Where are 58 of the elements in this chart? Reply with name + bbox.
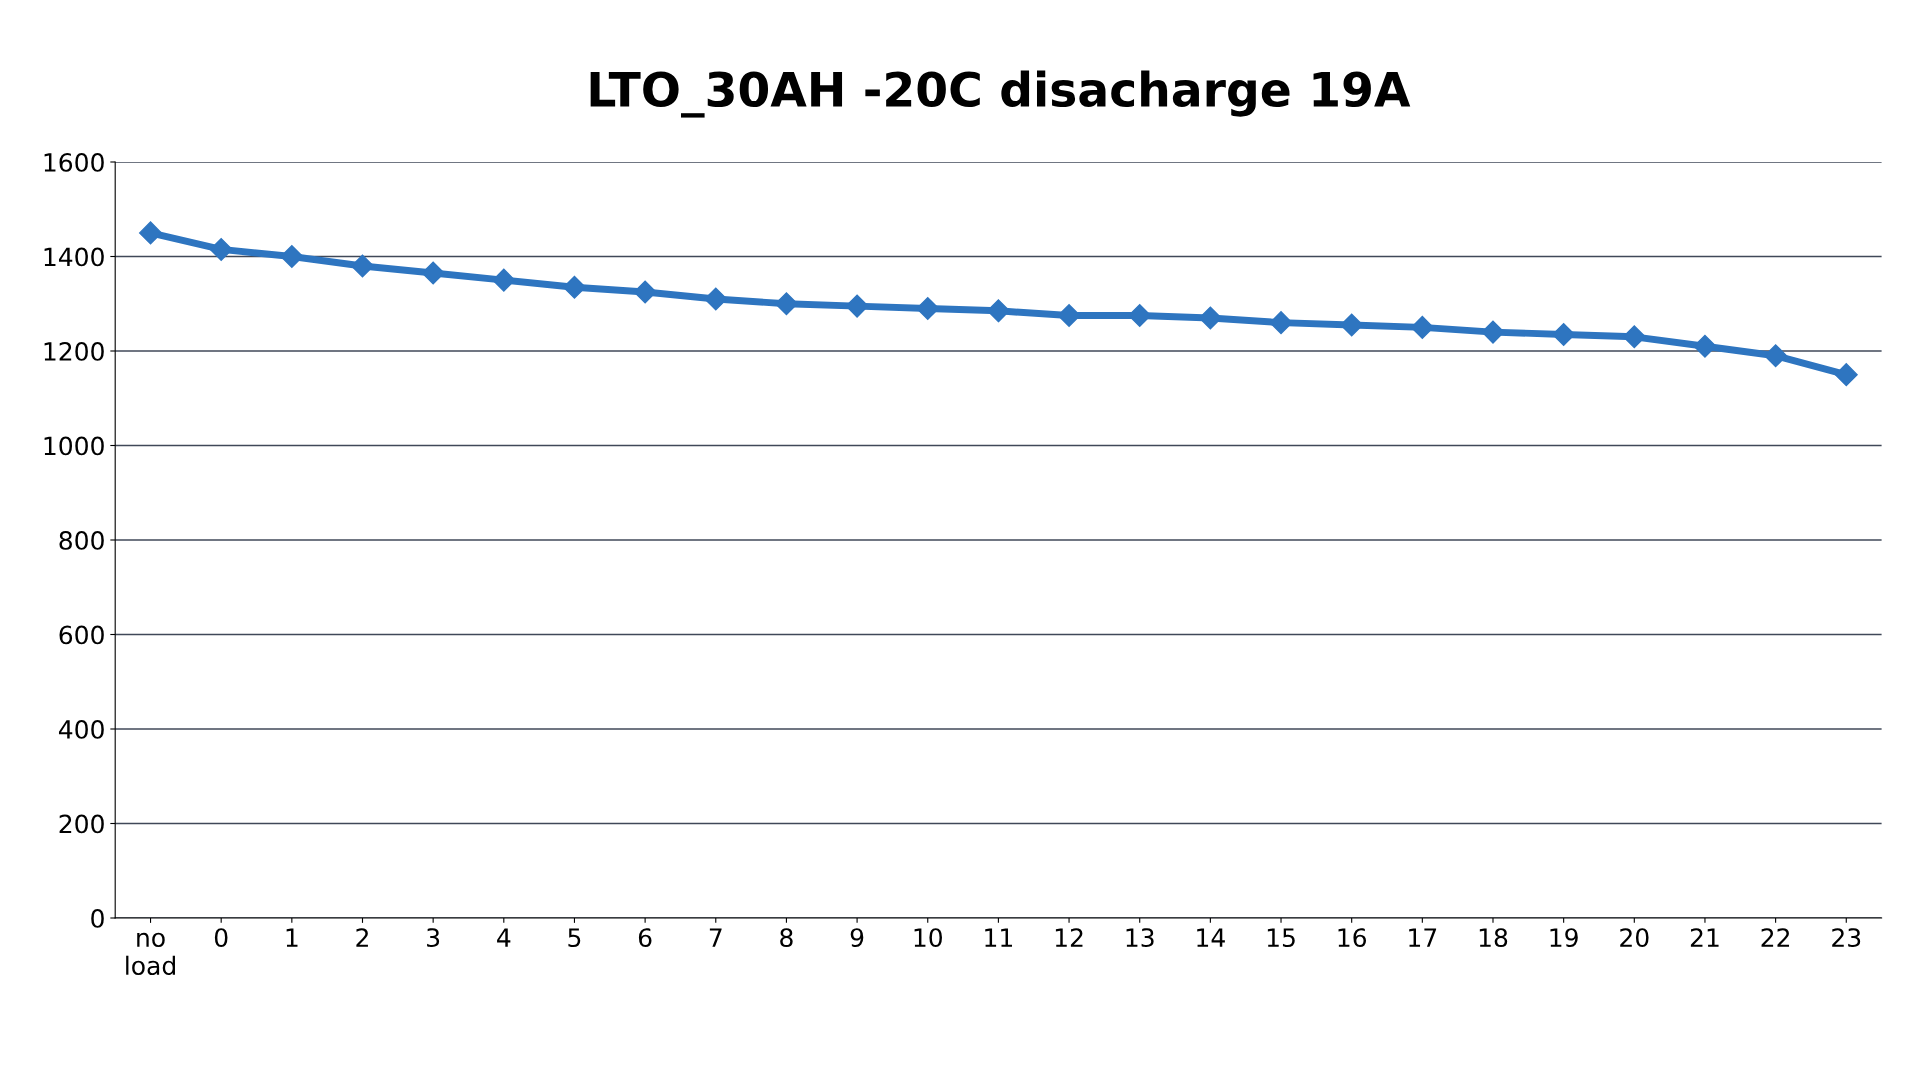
point — [562, 275, 586, 299]
x-tick-label: 6 — [638, 928, 652, 948]
point — [1764, 344, 1788, 368]
x-tick-label: 2 — [356, 928, 368, 947]
x-tick-label: 12 — [1055, 928, 1083, 947]
point — [916, 296, 940, 320]
point — [845, 294, 869, 318]
x-tick-label: 4 — [497, 928, 511, 947]
point — [1410, 315, 1434, 339]
point — [1481, 320, 1505, 344]
point — [1693, 334, 1717, 358]
x-tick-label: no load — [126, 932, 175, 976]
point — [139, 221, 163, 245]
x-tick-label: 9 — [850, 928, 864, 948]
y-tick-label: 400 — [58, 719, 104, 739]
x-tick-label: 10 — [914, 928, 942, 948]
x-tick-label: 21 — [1690, 928, 1719, 947]
point — [1198, 306, 1222, 330]
x-tick-label: 19 — [1550, 928, 1578, 948]
x-tick-label: 18 — [1479, 928, 1508, 948]
point — [209, 237, 233, 261]
point — [421, 261, 445, 285]
x-tick-label: 20 — [1620, 928, 1649, 948]
point — [280, 245, 304, 268]
x-tick-label: 16 — [1338, 928, 1367, 948]
point — [704, 287, 728, 311]
y-tick-label: 1400 — [44, 247, 104, 267]
point — [633, 280, 657, 304]
y-tick-label: 1200 — [44, 341, 104, 361]
point — [1128, 304, 1152, 328]
x-tick-label: 14 — [1197, 928, 1225, 947]
point — [350, 254, 374, 278]
chart-title: LTO_30AH -20C disacharge 19A — [590, 70, 1411, 118]
x-tick-label: 0 — [214, 928, 228, 948]
point — [492, 268, 516, 292]
point — [1057, 304, 1081, 328]
x-tick-label: 3 — [427, 928, 440, 948]
x-tick-label: 17 — [1409, 928, 1437, 947]
x-tick-label: 22 — [1761, 928, 1790, 947]
x-tick-label: 13 — [1126, 928, 1154, 948]
x-tick-label: 11 — [985, 928, 1012, 947]
y-tick-label: 800 — [59, 530, 104, 550]
y-tick-label: 1600 — [44, 152, 104, 172]
y-tick-label: 600 — [59, 625, 104, 645]
point — [1340, 313, 1364, 337]
point — [1834, 363, 1858, 387]
y-tick-label: 0 — [91, 908, 104, 928]
x-tick-label: 8 — [780, 928, 793, 948]
x-tick-label: 23 — [1832, 928, 1861, 948]
y-tick-label: 200 — [59, 814, 104, 834]
point — [774, 292, 798, 316]
x-tick-label: 15 — [1267, 928, 1295, 948]
y-tick-label: 1000 — [44, 436, 104, 456]
x-tick-label: 1 — [286, 928, 298, 947]
x-tick-label: 5 — [568, 928, 581, 948]
point — [1269, 311, 1293, 335]
x-tick-label: 7 — [709, 928, 722, 947]
point — [1552, 322, 1576, 346]
